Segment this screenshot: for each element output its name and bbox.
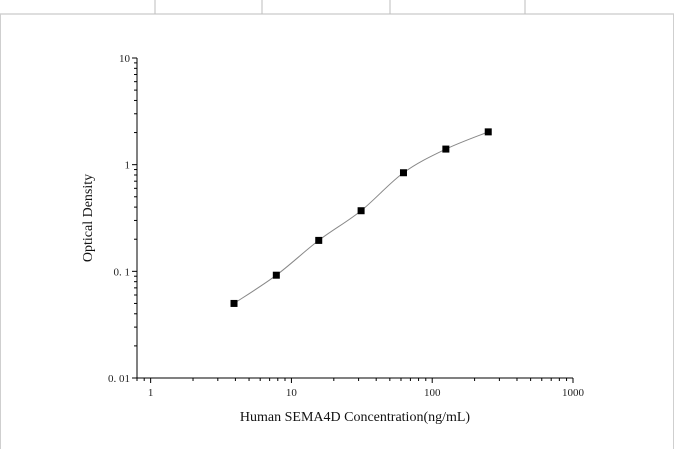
data-point-marker [272,271,280,279]
top-table-strip [0,0,674,15]
data-point-marker [484,128,492,136]
x-tick-label: 10 [286,387,298,399]
y-tick-labels: 10 1 0. 1 0. 01 [108,53,131,385]
x-axis-ticks [136,378,574,383]
y-tick-label: 10 [119,53,131,65]
y-tick-label: 0. 1 [114,266,131,278]
y-tick-label: 1 [125,160,131,172]
x-tick-label: 1000 [562,387,585,399]
data-point-marker [357,207,365,215]
x-tick-label: 1 [148,387,154,399]
data-points [230,128,492,307]
y-tick-label: 0. 01 [108,373,130,385]
x-tick-labels: 1 10 100 1000 [148,387,585,399]
y-axis-label: Optical Density [81,174,96,262]
fit-curve-line [233,131,489,304]
y-axis-ticks [132,57,137,379]
x-tick-label: 100 [424,387,441,399]
data-point-marker [442,145,450,153]
data-point-marker [399,169,407,177]
data-point-marker [230,299,238,307]
data-point-marker [315,236,323,244]
x-axis-label: Human SEMA4D Concentration(ng/mL) [240,410,471,425]
